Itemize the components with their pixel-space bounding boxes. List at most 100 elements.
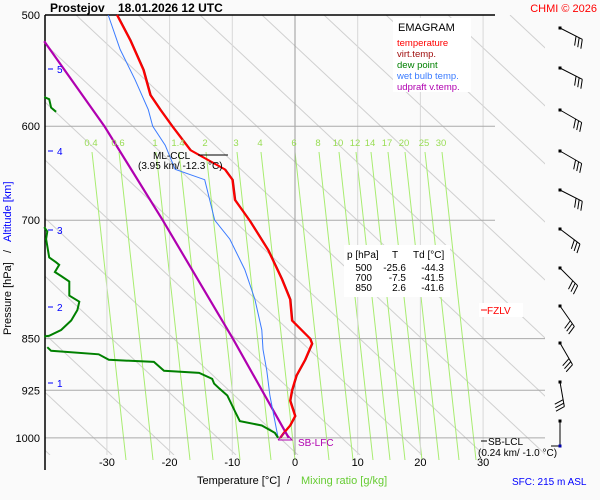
mixing-ratio-label: 0.6	[111, 138, 124, 149]
mixing-ratio-label: 17	[382, 138, 393, 149]
dry-adiabat	[45, 275, 237, 455]
wind-barb	[558, 227, 581, 254]
mixing-ratio-label: 3	[233, 138, 238, 149]
mixing-ratio-line	[338, 151, 374, 461]
mixing-ratio-label: 2	[202, 138, 207, 149]
mixing-ratio-label: 25	[419, 138, 430, 149]
table-cell: -25.6	[383, 263, 406, 274]
table-cell: -41.6	[421, 283, 444, 294]
y-tick-label: 500	[22, 10, 40, 22]
legend-virt-temp: virt.temp.	[397, 49, 436, 60]
y-tick-label: 600	[22, 121, 40, 133]
mixing-ratio-label: 8	[315, 138, 320, 149]
dry-adiabat	[447, 15, 545, 107]
table-header-t: T	[392, 250, 398, 261]
altitude-tick-label: 5	[57, 65, 63, 76]
sb-lfc-label: SB-LFC	[298, 438, 334, 449]
x-tick-label: 30	[477, 457, 489, 469]
mixing-ratio-line	[404, 151, 440, 461]
mixing-ratio-label: 0.4	[84, 138, 97, 149]
table-header-p: p [hPa]	[347, 250, 379, 261]
wind-barb	[558, 188, 583, 211]
table-header-td: Td [°C]	[413, 250, 444, 261]
y-tick-label: 700	[22, 215, 40, 227]
dew-point-line	[43, 226, 81, 338]
x-tick-label: 0	[292, 457, 298, 469]
legend: EMAGRAM temperature virt.temp. dew point…	[393, 18, 471, 93]
dry-adiabat	[45, 159, 361, 455]
altitude-tick-label: 3	[57, 226, 63, 237]
mixing-ratio-line	[387, 151, 423, 461]
x-tick-label: 10	[352, 457, 364, 469]
y-tick-label: 1000	[16, 433, 40, 445]
annotations: ML-CCL (3.95 km/ -12.3 °C) SB-LFC SB-LCL…	[138, 151, 587, 488]
legend-dew-point: dew point	[397, 60, 438, 71]
copyright: CHMI © 2026	[530, 3, 597, 15]
mixing-ratio-line	[260, 151, 296, 461]
wind-barb	[558, 266, 579, 295]
dry-adiabat	[45, 217, 299, 455]
station-title: Prostejov	[50, 1, 105, 15]
dry-adiabat	[45, 101, 423, 455]
wind-barb	[558, 304, 575, 335]
x-tick-label: -10	[224, 457, 240, 469]
mixing-ratio-label: 14	[365, 138, 376, 149]
legend-title: EMAGRAM	[398, 22, 455, 34]
mixing-ratio-line	[91, 151, 127, 461]
dry-adiabat	[509, 15, 545, 49]
mixing-ratio-line	[424, 151, 460, 461]
sfc-label: SFC: 215 m ASL	[512, 477, 587, 488]
y-tick-label: 850	[22, 334, 40, 346]
sb-lcl-detail: (0.24 km/ -1.0 °C)	[478, 448, 557, 459]
x-tick-label: -20	[162, 457, 178, 469]
dry-adiabat	[199, 15, 545, 339]
wind-barb	[558, 149, 583, 173]
y-tick-label: 925	[22, 385, 40, 397]
table-cell: 700	[355, 273, 372, 284]
dry-adiabat	[261, 15, 545, 281]
x-axis-label: Temperature [°C]	[197, 475, 280, 487]
mixing-ratio-line	[118, 151, 154, 461]
table-cell: 500	[355, 263, 372, 274]
table-cell: 2.6	[392, 283, 406, 294]
mixing-ratio-label: 12	[350, 138, 361, 149]
dry-adiabat	[45, 333, 175, 455]
wind-barb	[551, 419, 562, 448]
legend-temperature: temperature	[397, 38, 448, 49]
dry-adiabat	[45, 391, 113, 455]
mixing-ratio-line	[370, 151, 406, 461]
altitude-tick-label: 1	[57, 379, 63, 390]
temperature-line	[116, 14, 313, 439]
wet-bulb-line	[107, 14, 279, 438]
sb-lfc-marker	[277, 431, 294, 441]
table-cell: -41.5	[421, 273, 444, 284]
x-tick-label: 20	[414, 457, 426, 469]
wind-barb	[558, 108, 583, 132]
y-axis-separator: /	[2, 249, 14, 253]
mixing-ratio-label: 30	[436, 138, 447, 149]
table-cell: -44.3	[421, 263, 444, 274]
mixing-ratio-label: 10	[333, 138, 344, 149]
ml-ccl-label: ML-CCL	[153, 151, 191, 162]
sb-lcl-label: SB-LCL	[488, 437, 523, 448]
mixing-ratio-label: 1	[152, 138, 157, 149]
y-axis-label-2: Altitude [km]	[2, 181, 14, 242]
ml-ccl-detail: (3.95 km/ -12.3 °C)	[138, 161, 223, 172]
mixing-ratio-line	[318, 151, 354, 461]
dew-point-line	[43, 96, 57, 113]
table-cell: -7.5	[389, 273, 407, 284]
y-axis-label-group: Pressure [hPa] / Altitude [km]	[2, 181, 14, 335]
datetime-title: 18.01.2026 12 UTC	[118, 1, 223, 15]
updraft-vtemp-line	[43, 40, 290, 439]
mixing-ratio-line	[155, 151, 191, 461]
fzlv-label: FZLV	[487, 306, 511, 317]
dry-adiabat	[137, 15, 545, 397]
dew-point-line	[46, 346, 279, 439]
x-axis-separator: /	[287, 475, 291, 487]
mixing-ratio-label: 6	[291, 138, 296, 149]
legend-updraft: udpraft v.temp.	[397, 82, 460, 93]
mixing-ratio-line	[178, 151, 214, 461]
mixing-ratio-line	[236, 151, 272, 461]
